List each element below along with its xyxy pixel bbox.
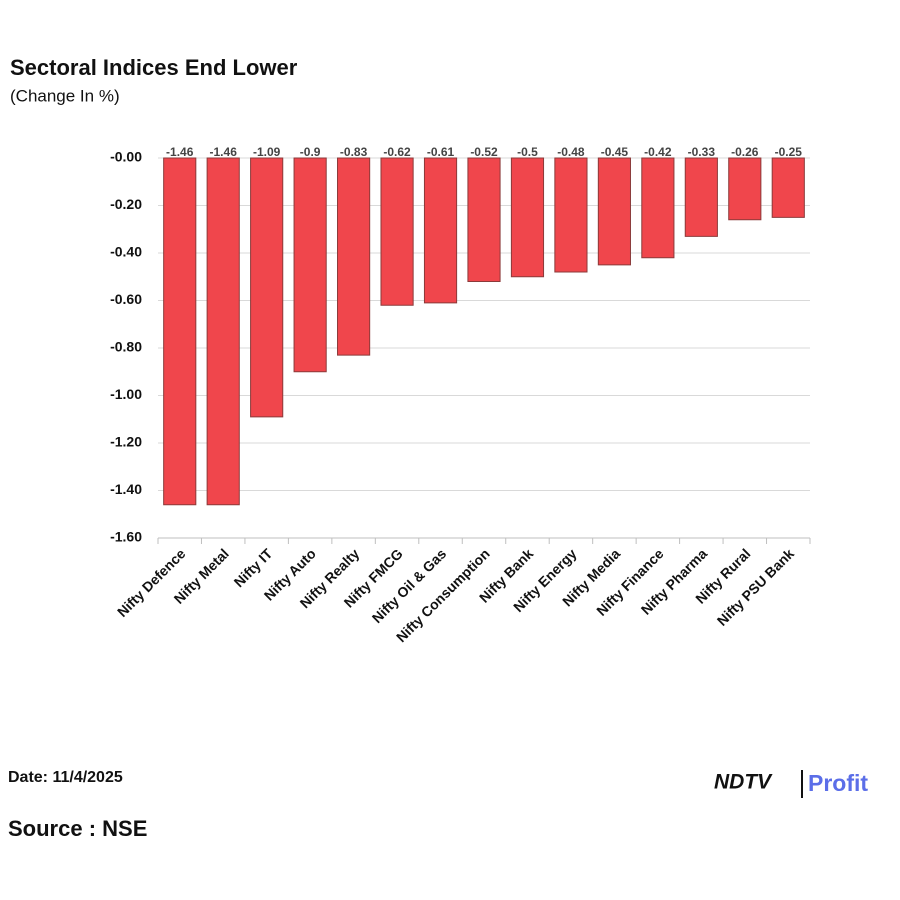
logo-profit: Profit xyxy=(808,770,868,796)
y-tick-label: -0.60 xyxy=(110,291,142,307)
bar xyxy=(597,157,631,266)
value-label: -0.5 xyxy=(517,145,538,159)
value-label: -0.52 xyxy=(470,145,498,159)
y-tick-label: -0.40 xyxy=(110,244,142,260)
logo-ndtv: NDTV xyxy=(714,771,773,794)
value-label: -0.48 xyxy=(557,145,585,159)
value-label: -0.83 xyxy=(340,145,368,159)
bar xyxy=(684,157,718,237)
value-label: -0.26 xyxy=(731,145,759,159)
x-tick-label: Nifty PSU Bank xyxy=(714,545,798,629)
bar xyxy=(206,157,240,506)
value-label: -0.42 xyxy=(644,145,672,159)
chart-title: Sectoral Indices End Lower xyxy=(10,55,298,80)
value-label: -0.61 xyxy=(427,145,455,159)
bar xyxy=(467,157,501,282)
value-label: -0.9 xyxy=(300,145,321,159)
x-tick-label: Nifty Defence xyxy=(114,545,189,620)
chart-subtitle: (Change In %) xyxy=(10,86,120,105)
y-tick-label: -0.20 xyxy=(110,196,142,212)
value-label: -0.62 xyxy=(383,145,411,159)
value-label: -1.46 xyxy=(166,145,194,159)
bar xyxy=(771,157,805,218)
x-tick-label: Nifty Oil & Gas xyxy=(369,545,450,626)
source: Source : NSE xyxy=(8,816,147,841)
bar xyxy=(554,157,588,273)
y-tick-label: -1.00 xyxy=(110,386,142,402)
bar xyxy=(423,157,458,304)
value-label: -0.33 xyxy=(688,145,716,159)
bar xyxy=(337,157,371,356)
bar xyxy=(163,157,197,506)
bar xyxy=(293,157,327,373)
value-label: -1.46 xyxy=(210,145,238,159)
bar xyxy=(510,157,545,278)
value-label: -0.25 xyxy=(775,145,803,159)
bar xyxy=(728,157,762,221)
bar xyxy=(380,157,414,306)
date: Date: 11/4/2025 xyxy=(8,769,123,786)
bar xyxy=(641,157,675,259)
y-tick-label: -0.00 xyxy=(110,149,142,165)
value-label: -1.09 xyxy=(253,145,281,159)
value-label: -0.45 xyxy=(601,145,629,159)
y-tick-label: -0.80 xyxy=(110,339,142,355)
bar xyxy=(250,157,284,418)
y-tick-label: -1.20 xyxy=(110,434,142,450)
y-tick-label: -1.40 xyxy=(110,481,142,497)
y-tick-label: -1.60 xyxy=(110,529,142,545)
